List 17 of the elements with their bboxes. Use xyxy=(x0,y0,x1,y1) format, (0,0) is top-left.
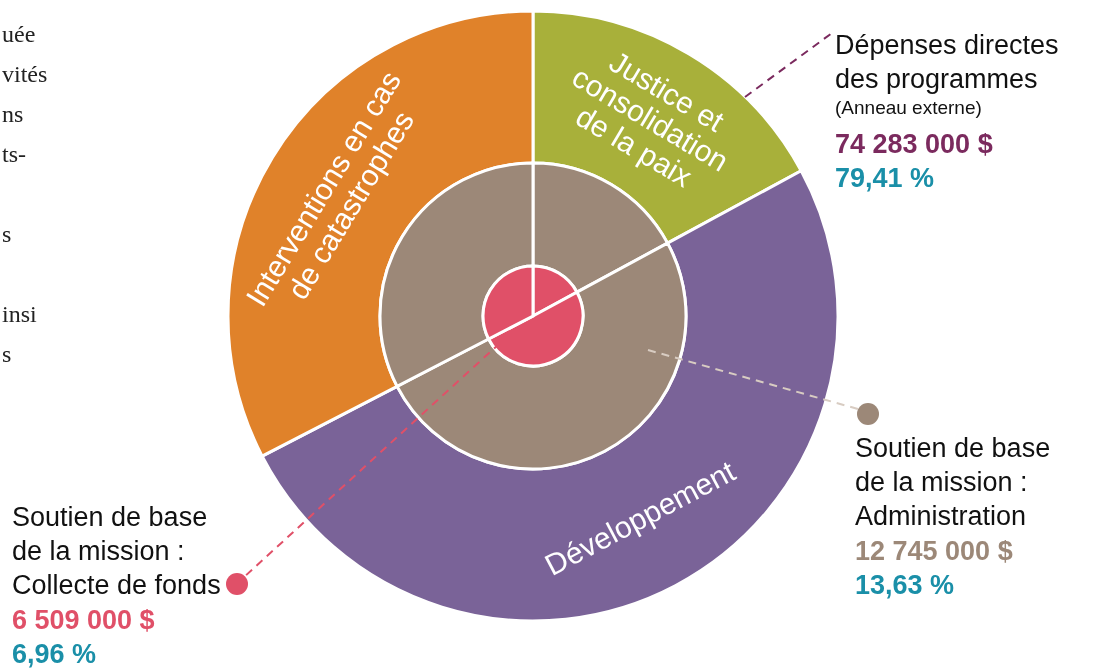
slice-label: Soutien de base de la mission : Administration xyxy=(855,433,1051,531)
text: ts- xyxy=(2,141,27,167)
text: 74 283 000 $ xyxy=(835,129,993,159)
slice-label: Soutien de base de la mission : Collecte de fonds xyxy=(12,502,221,600)
text: s xyxy=(2,341,12,367)
text: 12 745 000 $ xyxy=(855,536,1013,566)
text: uée xyxy=(2,21,36,47)
text: vités xyxy=(2,61,48,87)
text: s xyxy=(2,221,12,247)
text: 6,96 % xyxy=(12,639,97,669)
text: insi xyxy=(2,301,38,327)
text: 13,63 % xyxy=(855,570,955,600)
slice-label: Dépenses directes des programmes xyxy=(835,30,1059,94)
text: 79,41 % xyxy=(835,163,935,193)
text: 6 509 000 $ xyxy=(12,605,155,635)
text: ns xyxy=(2,101,24,127)
text: (Anneau externe) xyxy=(835,97,982,118)
